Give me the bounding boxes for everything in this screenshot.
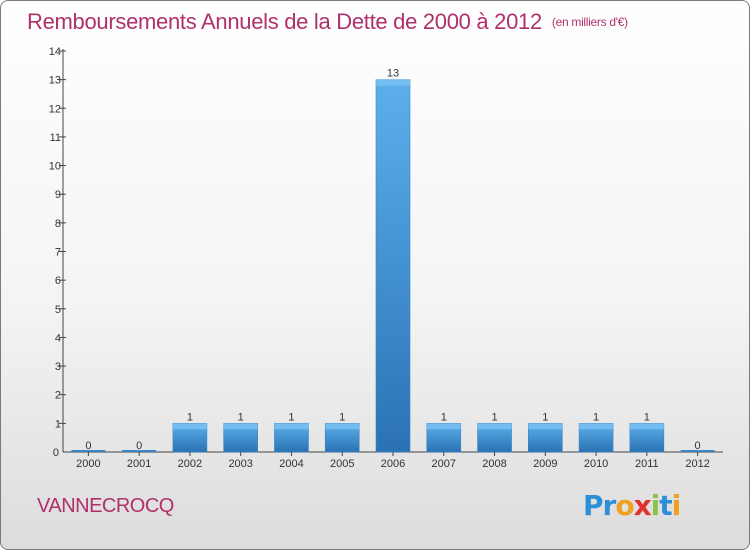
- bar-top-highlight: [325, 423, 360, 430]
- data-label: 1: [644, 411, 650, 423]
- bar-top-highlight: [223, 423, 258, 430]
- x-tick-label: 2009: [533, 458, 557, 470]
- x-tick-label: 2005: [330, 458, 354, 470]
- x-tick-label: 2012: [685, 458, 709, 470]
- y-tick-label: 10: [49, 161, 61, 173]
- logo-letter: i: [671, 489, 682, 522]
- chart-title-text: Remboursements Annuels de la Dette de 20…: [27, 9, 542, 34]
- bar-top-highlight: [426, 423, 461, 430]
- x-tick-label: 2007: [432, 458, 456, 470]
- y-tick-label: 5: [55, 304, 61, 316]
- bar: [375, 79, 411, 453]
- y-tick-label: 14: [49, 46, 61, 58]
- data-label: 0: [136, 440, 142, 452]
- y-tick-label: 1: [55, 418, 61, 430]
- logo-letter: r: [602, 489, 617, 522]
- x-tick-label: 2003: [228, 458, 252, 470]
- x-tick-label: 2004: [279, 458, 303, 470]
- y-tick-label: 3: [55, 361, 61, 373]
- logo-letter: P: [583, 489, 604, 522]
- bar-top-highlight: [376, 79, 410, 86]
- x-tick-label: 2006: [381, 458, 405, 470]
- x-tick-label: 2000: [76, 458, 100, 470]
- y-tick-label: 9: [55, 189, 61, 201]
- data-label: 1: [339, 411, 345, 423]
- data-label: 13: [387, 68, 399, 80]
- x-tick-label: 2002: [178, 458, 202, 470]
- y-tick-label: 2: [55, 390, 61, 402]
- y-tick-label: 12: [49, 103, 61, 115]
- y-tick-label: 6: [55, 275, 61, 287]
- data-label: 1: [593, 411, 599, 423]
- bar-top-highlight: [629, 423, 664, 430]
- data-label: 1: [288, 411, 294, 423]
- x-tick-label: 2008: [482, 458, 506, 470]
- x-tick-label: 2011: [635, 458, 659, 470]
- bar-top-highlight: [579, 423, 614, 430]
- data-label: 0: [85, 440, 91, 452]
- y-tick-label: 4: [55, 332, 61, 344]
- bar-top-highlight: [274, 423, 309, 430]
- chart-unit: (en milliers d'€): [551, 15, 628, 29]
- y-tick-label: 0: [53, 447, 59, 459]
- data-label: 0: [695, 440, 701, 452]
- y-tick-label: 11: [50, 132, 61, 144]
- x-tick-label: 2001: [127, 458, 151, 470]
- chart-title: Remboursements Annuels de la Dette de 20…: [27, 9, 628, 35]
- data-label: 1: [441, 411, 447, 423]
- data-label: 1: [542, 411, 548, 423]
- bar-top-highlight: [477, 423, 512, 430]
- commune-name: VANNECROCQ: [37, 495, 174, 517]
- x-tick-label: 2010: [584, 458, 608, 470]
- data-label: 1: [491, 411, 497, 423]
- logo-letter: x: [633, 489, 652, 522]
- y-tick-label: 8: [55, 218, 61, 230]
- logo-letter: o: [615, 489, 634, 522]
- proxiti-logo: Proxiti: [583, 489, 682, 522]
- logo-letter: i: [650, 489, 661, 522]
- data-label: 1: [187, 411, 193, 423]
- logo-letter: t: [659, 489, 672, 522]
- data-label: 1: [238, 411, 244, 423]
- y-tick-label: 13: [49, 75, 61, 87]
- bar-top-highlight: [172, 423, 207, 430]
- bar-top-highlight: [528, 423, 563, 430]
- y-tick-label: 7: [55, 247, 61, 259]
